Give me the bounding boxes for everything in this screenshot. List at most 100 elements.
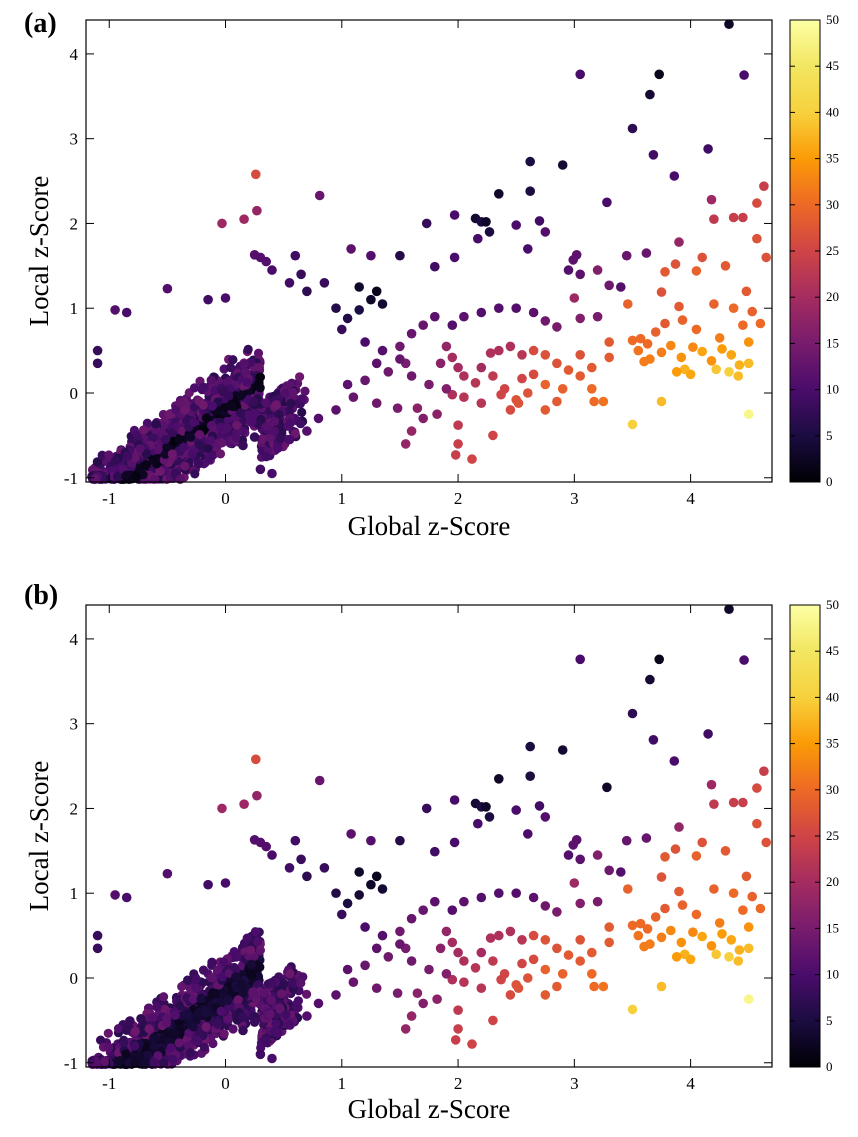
cloud-point: [300, 386, 310, 396]
cloud-point: [155, 466, 165, 476]
data-point: [552, 358, 562, 369]
data-point: [621, 835, 632, 846]
cloud-point: [288, 387, 298, 397]
data-point: [481, 217, 491, 227]
data-point: [354, 305, 365, 315]
cloud-point: [244, 410, 254, 420]
data-point: [720, 261, 731, 271]
data-point: [697, 931, 707, 942]
data-point: [676, 937, 687, 948]
data-point: [371, 286, 382, 297]
data-point: [743, 358, 754, 369]
data-point: [627, 708, 638, 719]
data-point: [203, 294, 213, 305]
data-point: [395, 341, 405, 352]
data-point: [476, 983, 487, 993]
data-point: [371, 358, 382, 369]
data-point: [685, 954, 696, 965]
data-point: [511, 220, 521, 230]
cloud-point: [247, 417, 257, 427]
cloud-point: [175, 398, 185, 408]
data-point: [759, 766, 769, 776]
cloud-point: [252, 936, 263, 947]
cloud-point: [248, 397, 258, 407]
data-point: [557, 969, 568, 979]
data-point: [449, 837, 460, 848]
y-tick-label: 2: [70, 799, 79, 818]
data-point: [656, 981, 667, 992]
data-point: [639, 356, 649, 367]
data-point: [406, 956, 417, 966]
data-point: [421, 218, 432, 229]
data-point: [337, 324, 347, 335]
data-point: [752, 198, 762, 208]
data-point: [346, 244, 356, 254]
data-point: [726, 350, 737, 360]
data-point: [738, 320, 748, 331]
data-point: [470, 963, 481, 973]
data-point: [645, 674, 655, 685]
data-point: [251, 754, 261, 765]
data-point: [261, 841, 272, 852]
data-point: [360, 375, 370, 386]
y-axis-title: Local z-Score: [24, 761, 54, 912]
colorbar-tick-label: 0: [826, 474, 833, 489]
cloud-point: [138, 470, 148, 480]
cloud-point: [153, 1051, 163, 1061]
data-point: [494, 345, 504, 356]
cloud-point: [253, 971, 263, 981]
data-point: [691, 266, 702, 276]
data-point: [656, 396, 667, 407]
data-point: [557, 384, 568, 394]
data-point: [587, 969, 597, 979]
data-point: [674, 886, 684, 897]
data-point: [761, 837, 771, 848]
data-point: [249, 250, 260, 260]
colorbar-tick-label: 15: [826, 920, 839, 935]
data-point: [528, 345, 539, 356]
cloud-point: [97, 450, 107, 460]
cloud-point: [141, 1057, 151, 1067]
data-point: [648, 150, 659, 160]
cloud-point: [259, 988, 269, 998]
colorbar-ticks: 0 5 10 15 20 25 30 35 40 45 50: [790, 597, 839, 1074]
data-point: [494, 303, 504, 314]
cloud-point: [162, 1018, 172, 1028]
cloud-point: [242, 933, 252, 943]
data-point: [261, 451, 272, 462]
data-point: [592, 896, 603, 907]
data-point: [569, 293, 580, 303]
data-point: [296, 269, 306, 280]
colorbar-tick-label: 45: [826, 643, 839, 658]
panel-a: (a) -1 0 1 2 3 4 -1 0 1 2 3 4 Global z-Score Local…: [24, 8, 839, 541]
data-point: [331, 990, 341, 1000]
data-point: [676, 352, 687, 363]
data-point: [473, 233, 483, 244]
colorbar-tick-label: 40: [826, 689, 839, 704]
data-point: [366, 835, 376, 846]
data-point: [313, 998, 324, 1009]
data-point: [738, 212, 748, 223]
x-tick-label: 3: [570, 1074, 579, 1093]
cloud-point: [175, 474, 185, 484]
data-point: [418, 905, 429, 915]
data-point: [738, 797, 748, 808]
data-point: [575, 371, 585, 381]
data-point: [435, 358, 446, 369]
data-point: [239, 214, 249, 224]
data-point: [284, 1019, 295, 1030]
data-point: [604, 337, 614, 347]
cloud-point: [119, 1037, 129, 1048]
data-point: [734, 945, 745, 955]
data-point: [706, 779, 717, 790]
x-tick-label: 3: [570, 489, 579, 508]
data-point: [534, 801, 545, 811]
data-point: [459, 311, 469, 322]
cloud-point: [191, 983, 201, 993]
y-tick-label: 3: [70, 130, 79, 149]
data-point: [249, 432, 260, 442]
data-point: [220, 878, 231, 888]
data-point: [395, 354, 405, 364]
data-point: [688, 927, 698, 937]
x-tick-label: 4: [686, 489, 695, 508]
